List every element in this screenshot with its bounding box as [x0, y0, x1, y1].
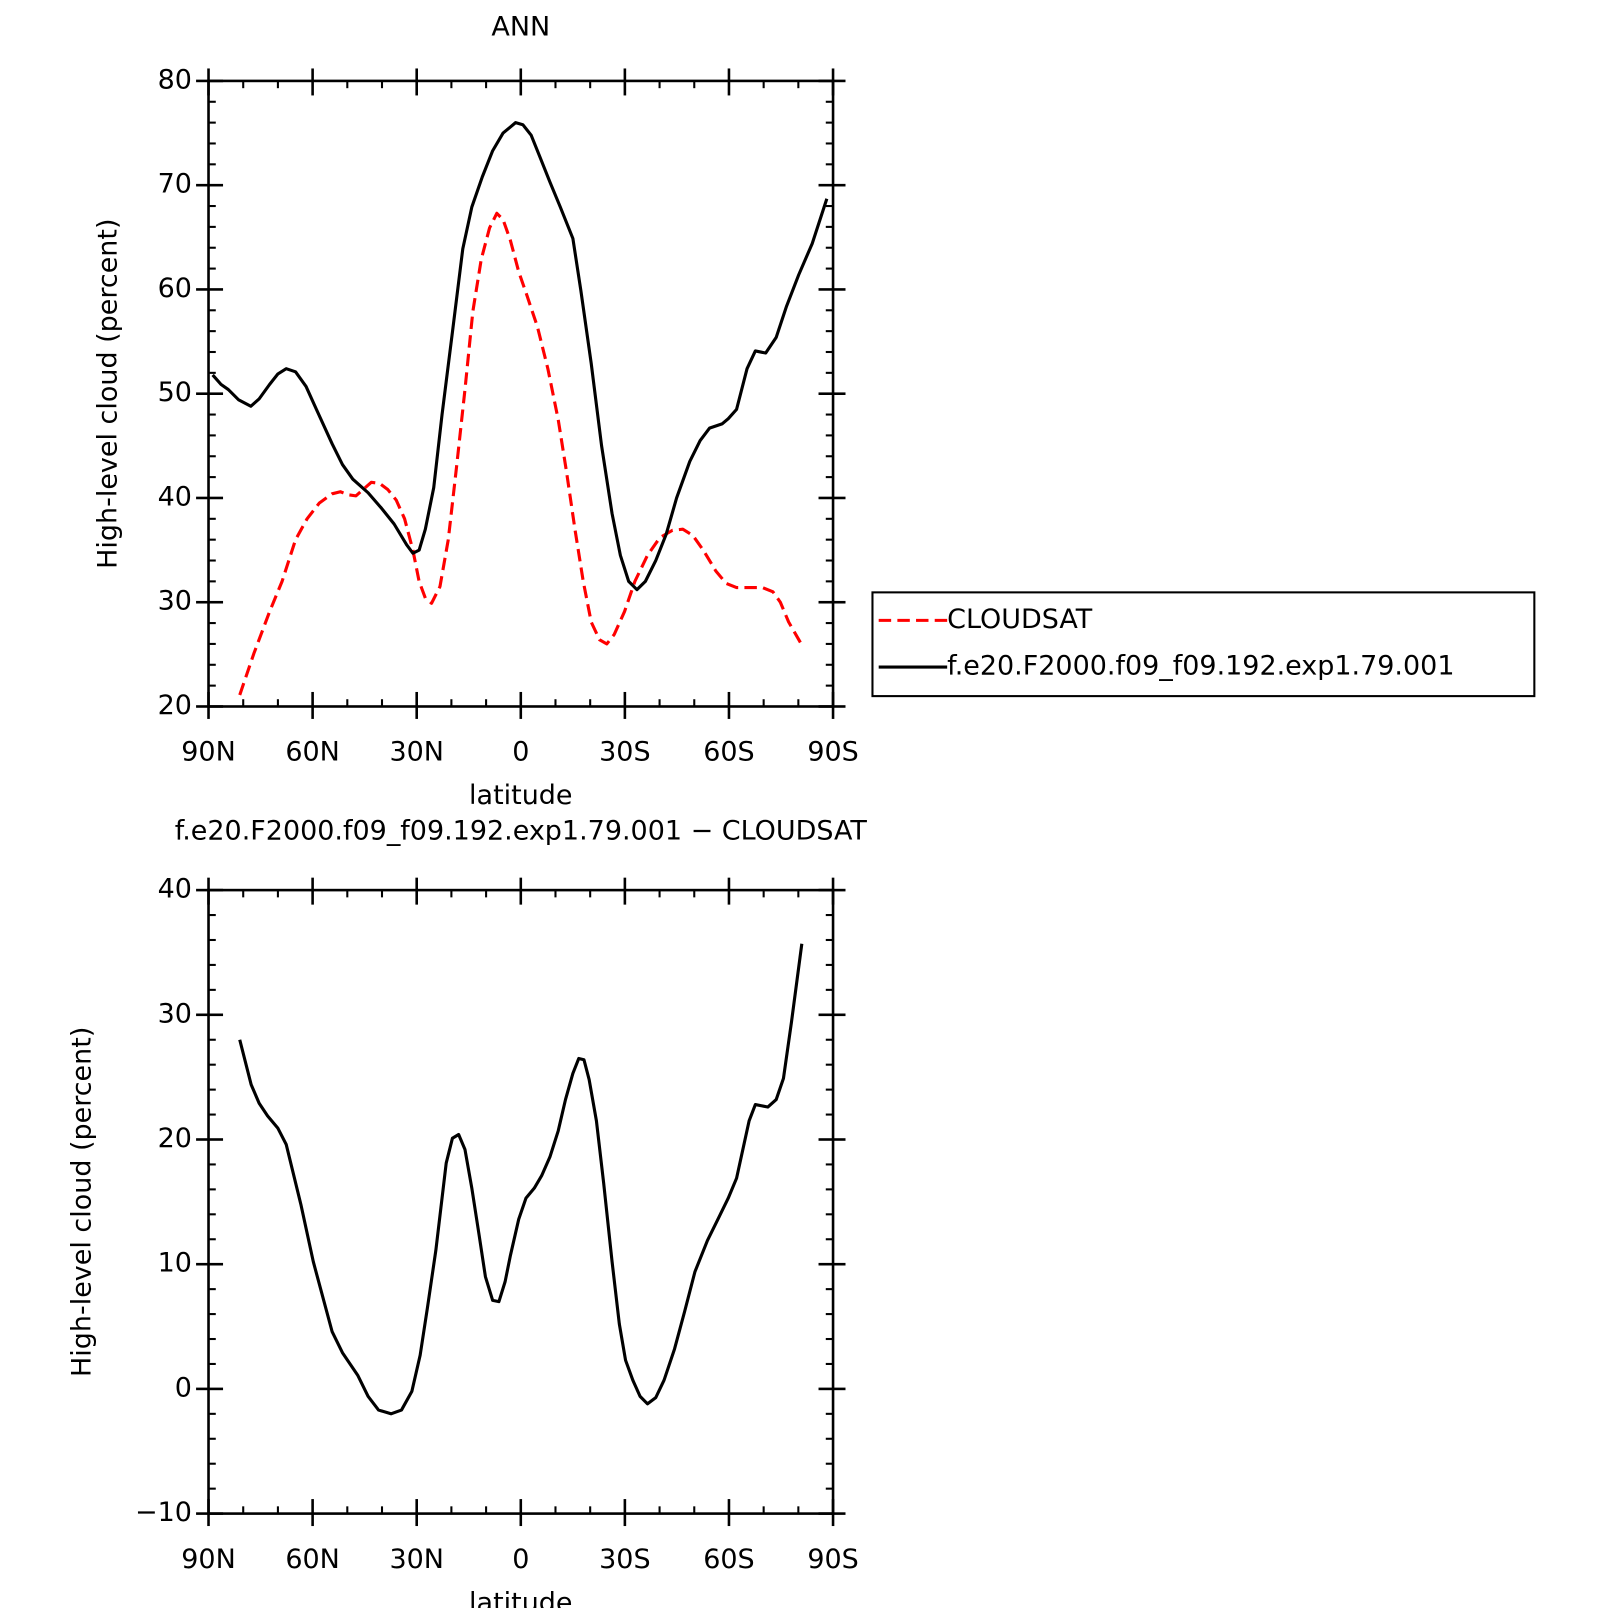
y-tick-label: −10 [135, 1497, 192, 1528]
x-tick-label: 30S [599, 737, 650, 768]
y-tick-label: 30 [158, 998, 192, 1029]
y-tick-label: 10 [158, 1248, 192, 1279]
x-tick-label: 30S [599, 1544, 650, 1575]
y-tick-label: 80 [158, 64, 192, 95]
x-tick-label: 30N [389, 737, 444, 768]
x-axis-label: latitude [469, 1587, 572, 1608]
x-axis-label: latitude [469, 780, 572, 811]
x-tick-label: 60N [285, 1544, 340, 1575]
x-tick-label: 60S [703, 737, 754, 768]
data-line [238, 211, 804, 696]
y-tick-label: 50 [158, 377, 192, 408]
y-tick-label: 0 [175, 1372, 192, 1403]
x-tick-label: 90N [181, 737, 236, 768]
y-tick-label: 40 [158, 874, 192, 905]
x-tick-label: 60N [285, 737, 340, 768]
y-tick-label: 40 [158, 481, 192, 512]
data-line [211, 121, 829, 592]
legend-box [871, 591, 1536, 698]
x-tick-label: 90S [807, 737, 858, 768]
plot-frame [207, 888, 835, 1515]
x-tick-label: 90S [807, 1544, 858, 1575]
y-tick-label: 20 [158, 1123, 192, 1154]
x-tick-label: 60S [703, 1544, 754, 1575]
data-line [238, 943, 804, 1416]
legend-label: f.e20.F2000.f09_f09.192.exp1.79.001 [947, 651, 1454, 682]
chart-title: f.e20.F2000.f09_f09.192.exp1.79.001 − CL… [175, 816, 868, 847]
x-tick-label: 0 [512, 737, 529, 768]
x-tick-label: 30N [389, 1544, 444, 1575]
y-axis-label: High-level cloud (percent) [92, 219, 123, 569]
y-tick-label: 20 [158, 690, 192, 721]
legend-label: CLOUDSAT [947, 604, 1093, 635]
y-tick-label: 30 [158, 586, 192, 617]
x-tick-label: 90N [181, 1544, 236, 1575]
y-tick-label: 70 [158, 169, 192, 200]
chart-title: ANN [491, 12, 550, 43]
x-tick-label: 0 [512, 1544, 529, 1575]
y-tick-label: 60 [158, 273, 192, 304]
y-axis-label: High-level cloud (percent) [66, 1027, 97, 1377]
